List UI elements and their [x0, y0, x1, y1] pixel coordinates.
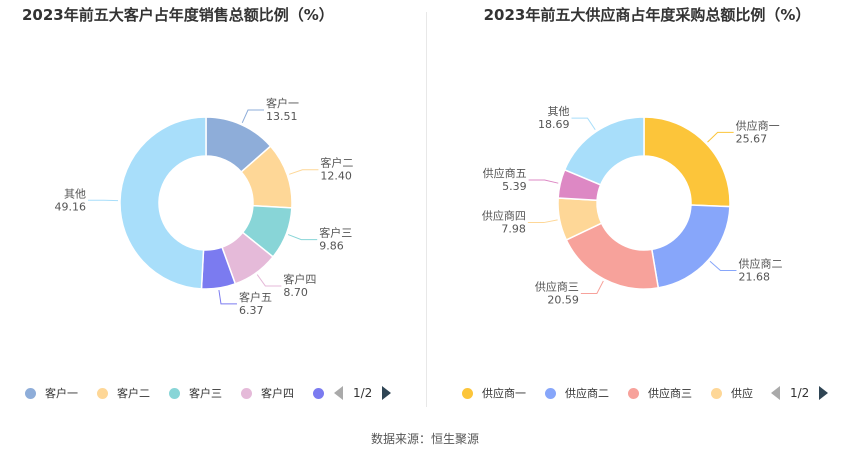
slice-category-label: 客户一	[266, 96, 299, 110]
chart-title: 2023年前五大客户占年度销售总额比例（%）	[22, 6, 334, 24]
panel-divider	[426, 12, 427, 407]
legend-marker	[545, 387, 556, 399]
donut-slice[interactable]	[650, 204, 731, 289]
slice-category-label: 其他	[64, 187, 86, 200]
slice-value-label: 49.16	[55, 200, 87, 213]
slice-category-label: 其他	[547, 105, 569, 118]
legend-label: 客户三	[189, 387, 222, 400]
legend-item[interactable]: 客户三	[169, 384, 222, 402]
legend-marker	[313, 387, 324, 399]
label-leader-line	[527, 219, 558, 224]
legend-label: 供应商一	[482, 387, 526, 400]
legend-marker	[169, 387, 180, 399]
slice-value-label: 18.69	[538, 118, 570, 131]
pager-prev-icon[interactable]	[771, 386, 780, 400]
legend-label: 供应商二	[565, 387, 609, 400]
legend-item[interactable]: 供应商一	[462, 384, 526, 402]
legend-item[interactable]: 客户一	[25, 384, 78, 402]
label-leader-line	[528, 179, 559, 184]
slice-category-label: 客户五	[239, 290, 272, 304]
label-leader-line	[571, 117, 596, 131]
slice-value-label: 12.40	[320, 170, 352, 183]
slice-value-label: 6.37	[239, 304, 264, 317]
label-leader-line	[289, 169, 319, 175]
slice-category-label: 供应商三	[535, 279, 579, 293]
slice-category-label: 供应商二	[738, 257, 782, 271]
legend-item[interactable]: 客户二	[97, 384, 150, 402]
legend-item-inner: 供应	[711, 384, 753, 402]
chart-panel-customers: 2023年前五大客户占年度销售总额比例（%） 客户一 13.51 客户二 12.40 客…	[0, 0, 425, 410]
legend-marker	[711, 387, 722, 399]
legend-pager: 1/2	[771, 384, 829, 402]
donut-slice[interactable]	[563, 116, 645, 186]
donut-slice[interactable]	[119, 116, 207, 290]
label-leader-line	[707, 131, 734, 143]
slice-category-label: 客户四	[283, 272, 316, 286]
slice-value-label: 8.70	[283, 286, 308, 299]
legend-label: 客户四	[261, 387, 294, 400]
legend-item[interactable]: 供应商二	[545, 384, 609, 402]
pager-page-text: 1/2	[790, 386, 810, 400]
slice-value-label: 7.98	[501, 223, 526, 236]
legend-label: 客户二	[117, 387, 150, 400]
legend-item[interactable]: 供应	[711, 384, 763, 402]
slice-category-label: 供应商一	[736, 118, 780, 132]
pager-next-icon[interactable]	[382, 386, 392, 400]
legend-label: 供应商三	[648, 387, 692, 400]
label-leader-line	[241, 109, 265, 124]
label-leader-line	[709, 260, 737, 272]
legend-label: 客户一	[45, 387, 78, 400]
slice-value-label: 13.51	[266, 110, 298, 123]
pager-next-icon[interactable]	[819, 386, 829, 400]
legend-marker	[97, 387, 108, 399]
pager-page-text: 1/2	[353, 386, 373, 400]
slice-value-label: 21.68	[738, 271, 770, 284]
donut-slice[interactable]	[643, 116, 731, 208]
chart-title: 2023年前五大供应商占年度采购总额比例（%）	[483, 6, 811, 24]
legend: 供应商一 供应商二 供应商三 供应 1/2	[425, 384, 850, 404]
chart-panel-suppliers: 2023年前五大供应商占年度采购总额比例（%） 供应商一 25.67 供应商二 21.…	[425, 0, 850, 410]
label-leader-line	[218, 289, 237, 305]
slice-category-label: 客户三	[319, 226, 352, 240]
legend-item[interactable]: 供应商三	[628, 384, 692, 402]
legend-marker	[25, 387, 36, 399]
slice-category-label: 供应商五	[483, 166, 527, 180]
pager-prev-icon[interactable]	[334, 386, 343, 400]
legend-marker	[462, 387, 473, 399]
legend: 客户一 客户二 客户三 客户四 1/2	[0, 384, 425, 404]
legend-marker	[628, 387, 639, 399]
slice-value-label: 5.39	[502, 180, 527, 193]
legend-item[interactable]	[313, 384, 333, 402]
slice-value-label: 9.86	[319, 240, 344, 253]
label-leader-line	[287, 234, 318, 241]
legend-pager: 1/2	[334, 384, 392, 402]
slice-value-label: 20.59	[547, 293, 579, 306]
slice-value-label: 25.67	[736, 132, 768, 145]
label-leader-line	[580, 280, 604, 294]
data-source-note: 数据来源：恒生聚源	[370, 432, 479, 446]
legend-marker	[241, 387, 252, 399]
label-leader-line	[256, 274, 282, 287]
slice-category-label: 客户二	[320, 156, 353, 170]
legend-label: 供应	[731, 387, 753, 400]
slice-category-label: 供应商四	[482, 209, 526, 223]
legend-item[interactable]: 客户四	[241, 384, 294, 402]
